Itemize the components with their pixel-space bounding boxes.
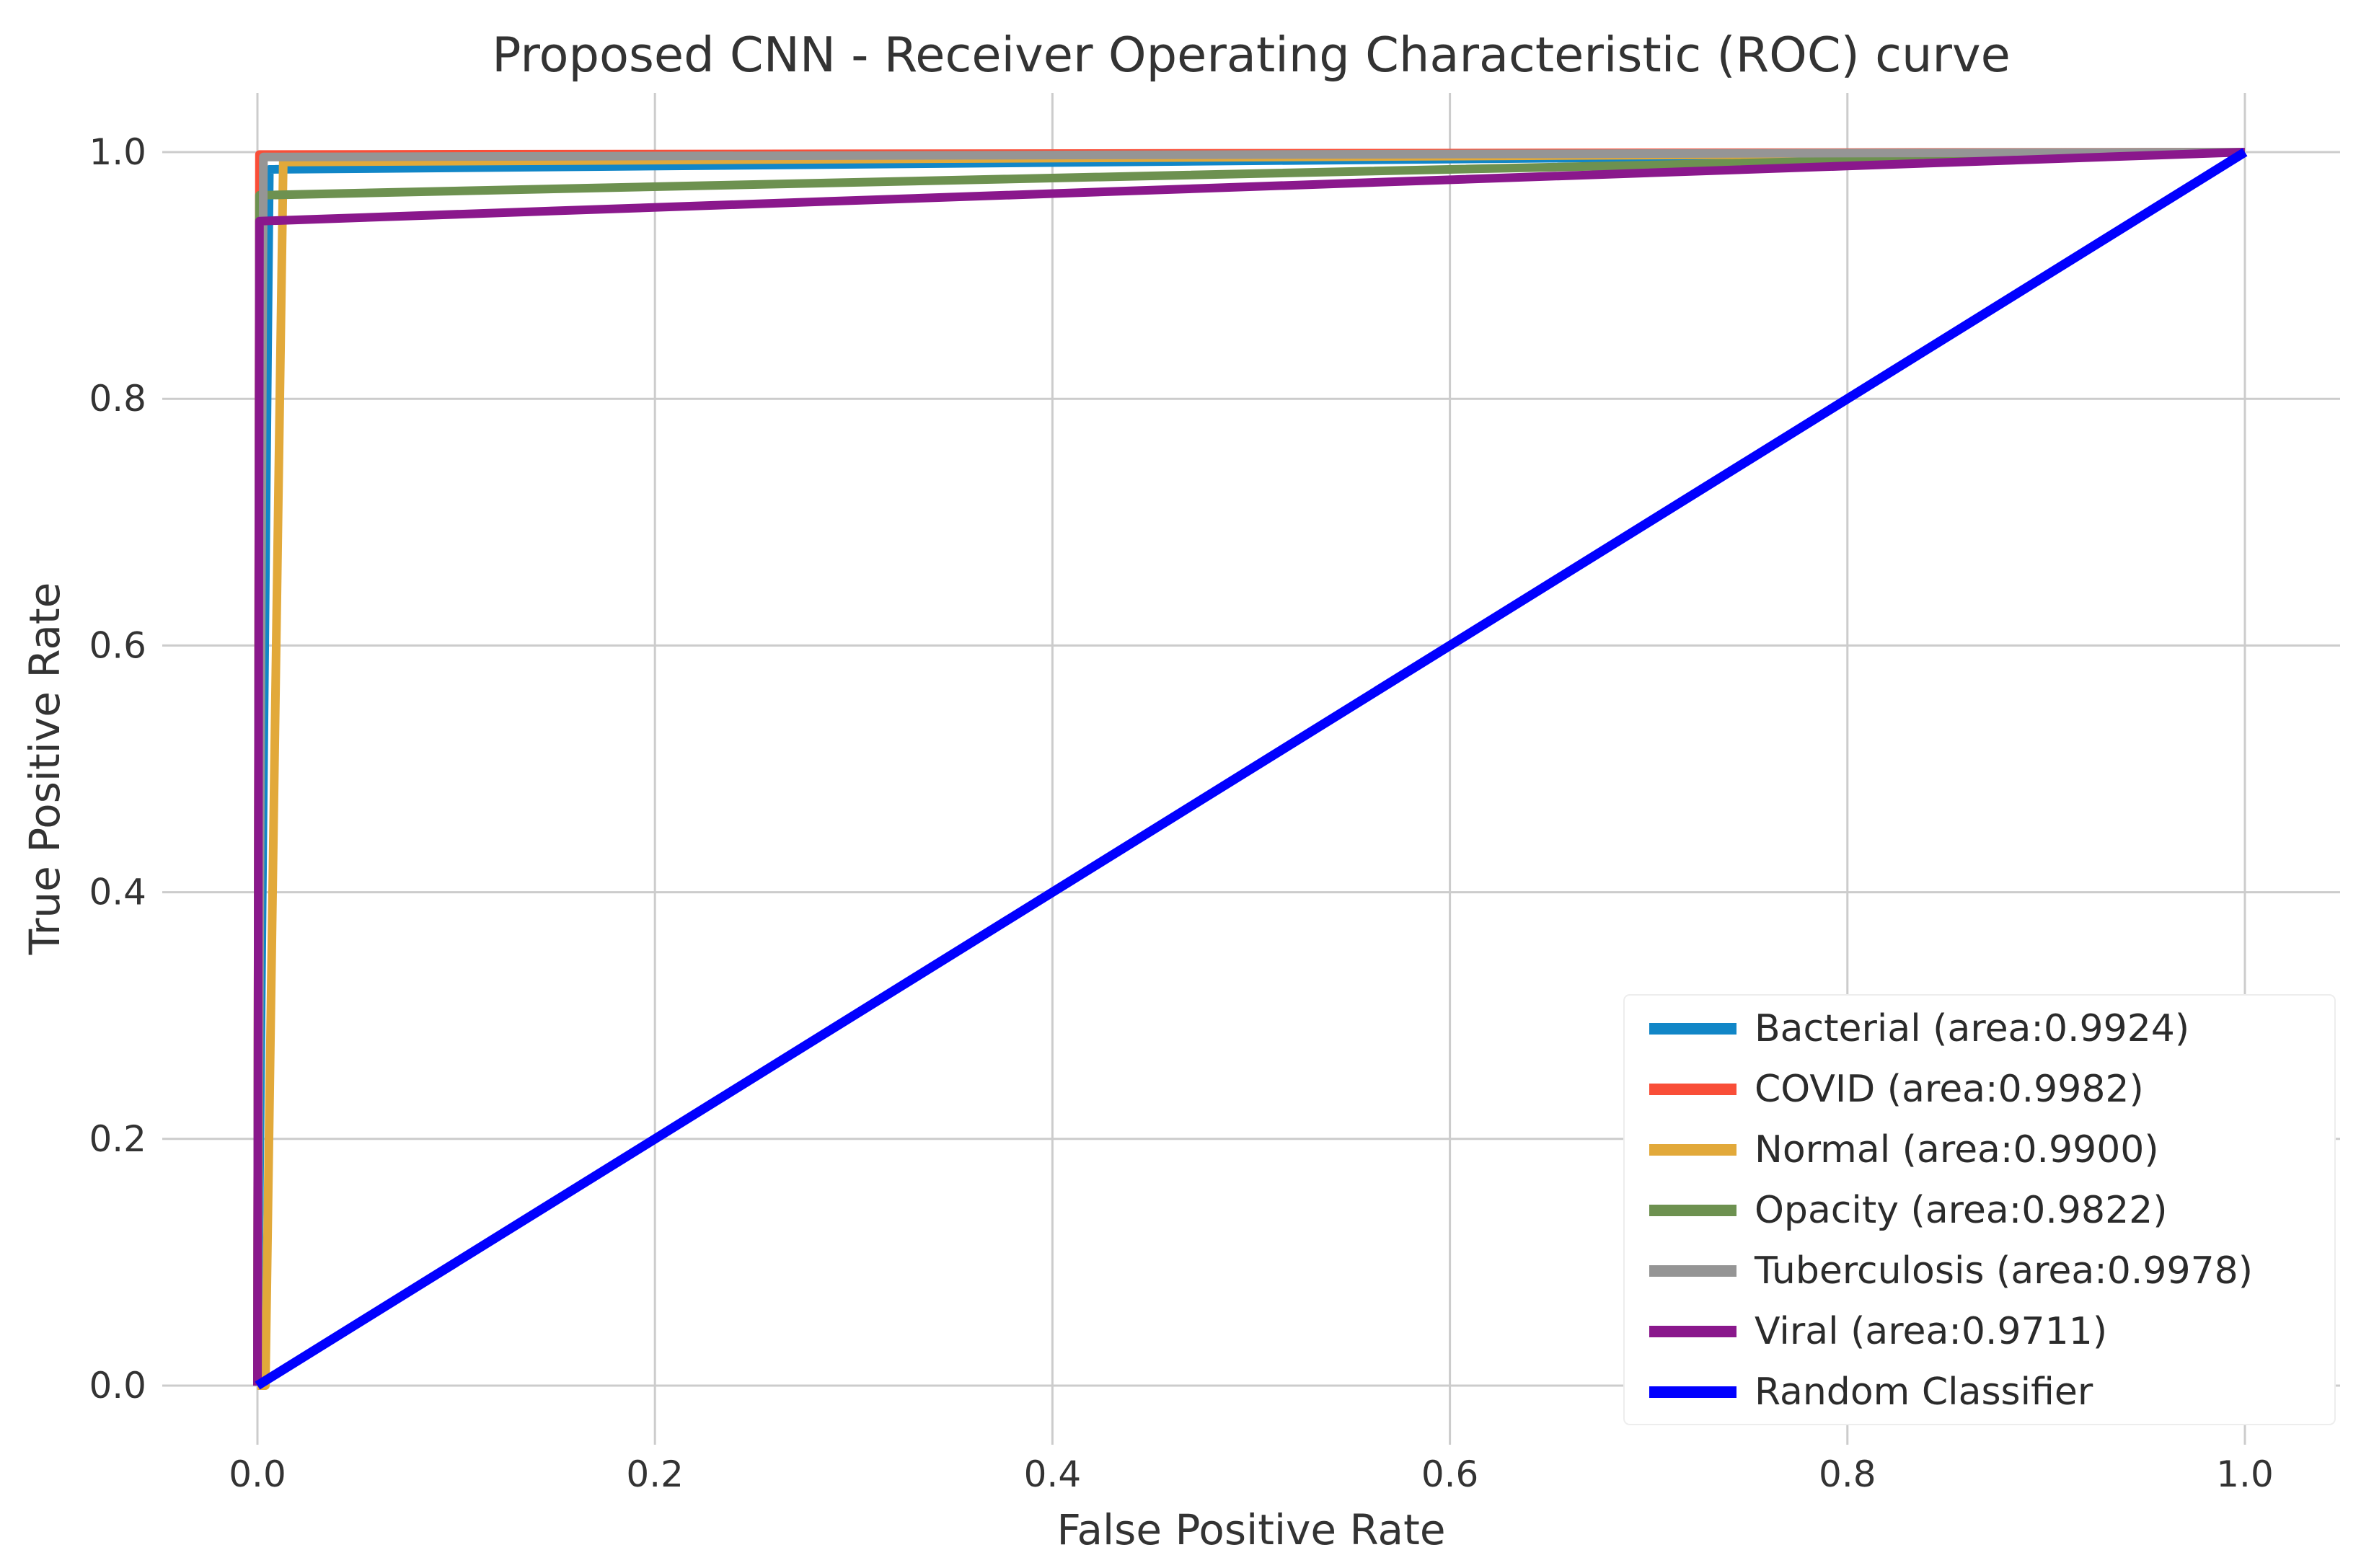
y-tick-label-1.0: 1.0	[89, 131, 146, 173]
x-tick-label-1.0: 1.0	[2216, 1453, 2274, 1495]
x-tick-label-0.2: 0.2	[626, 1453, 684, 1495]
x-tick-label-0.4: 0.4	[1024, 1453, 1082, 1495]
y-tick-label-0.8: 0.8	[89, 378, 146, 420]
y-tick-label-0.6: 0.6	[89, 624, 146, 666]
y-tick-label-0.2: 0.2	[89, 1118, 146, 1160]
y-tick-label-0.0: 0.0	[89, 1365, 146, 1407]
series-line-viral	[253, 148, 2246, 1386]
x-tick-label-0.6: 0.6	[1421, 1453, 1479, 1495]
y-axis-label: True Positive Rate	[20, 582, 69, 955]
legend-label-opacity: Opacity (area:0.9822)	[1755, 1189, 2168, 1232]
legend-box	[1623, 994, 2336, 1425]
legend-label-normal: Normal (area:0.9900)	[1755, 1128, 2159, 1171]
legend-label-random-classifier: Random Classifier	[1755, 1370, 2093, 1414]
x-axis-label: False Positive Rate	[1056, 1505, 1446, 1554]
chart-title: Proposed CNN - Receiver Operating Charac…	[492, 27, 2011, 83]
legend-label-tuberculosis: Tuberculosis (area:0.9978)	[1754, 1249, 2253, 1293]
series-line-random-classifier	[255, 148, 2248, 1390]
x-tick-label-0.8: 0.8	[1819, 1453, 1876, 1495]
roc-curves	[253, 148, 2248, 1390]
y-tick-label-0.4: 0.4	[89, 872, 146, 913]
legend-label-viral: Viral (area:0.9711)	[1755, 1310, 2107, 1353]
x-tick-label-0.0: 0.0	[229, 1453, 286, 1495]
legend: Bacterial (area:0.9924) COVID (area:0.998…	[1623, 994, 2336, 1425]
legend-label-bacterial: Bacterial (area:0.9924)	[1755, 1007, 2189, 1050]
tick-labels: 0.0 0.2 0.4 0.6 0.8 1.0 0.0 0.2 0.4 0.6 0.8 1.0	[89, 131, 2273, 1495]
legend-label-covid: COVID (area:0.9982)	[1755, 1068, 2144, 1111]
